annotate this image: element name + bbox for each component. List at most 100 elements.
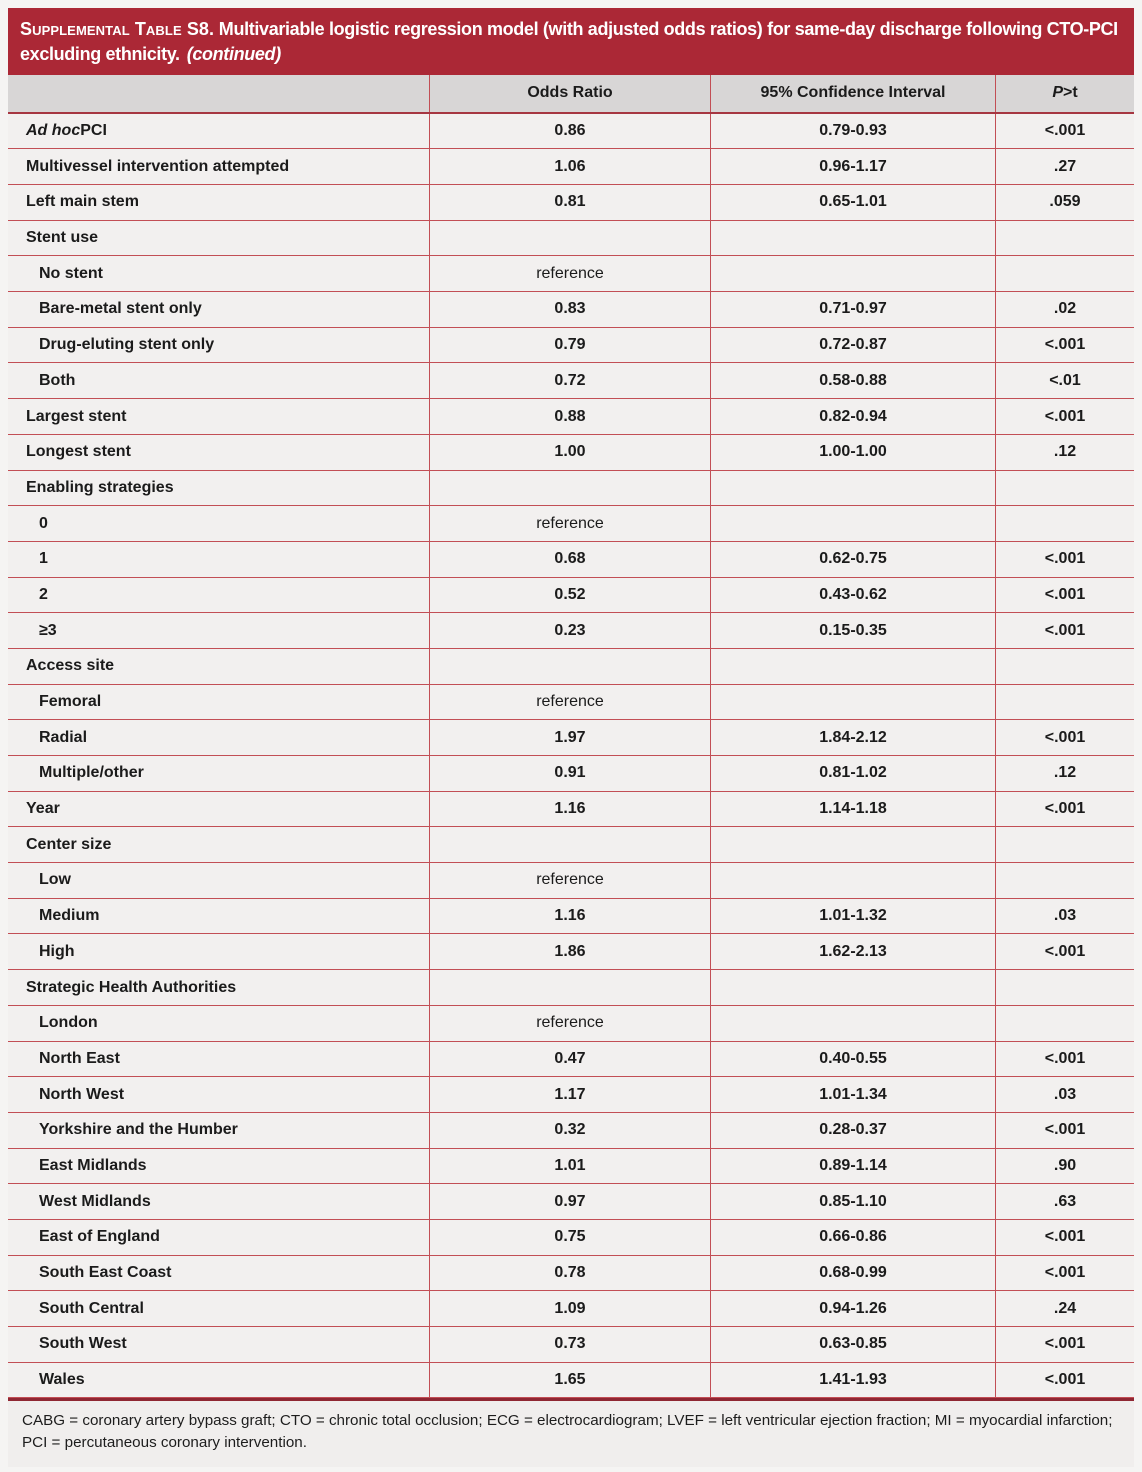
- cell-ci: [710, 1005, 995, 1041]
- cell-p: <.001: [995, 1327, 1134, 1362]
- table-title-bar: Supplemental Table S8. Multivariable log…: [8, 8, 1134, 75]
- row-label-text: Femoral: [39, 693, 102, 710]
- cell-p: <.001: [995, 613, 1134, 648]
- cell-p: [995, 220, 1134, 256]
- cell-ci: 1.01-1.32: [710, 898, 995, 934]
- row-label-text: Strategic Health Authorities: [26, 978, 237, 996]
- cell-odds-ratio: [429, 827, 710, 863]
- row-label-text: No stent: [39, 264, 103, 282]
- cell-ci: 1.62-2.13: [710, 934, 995, 970]
- cell-odds-ratio: 1.01: [429, 1148, 710, 1184]
- cell-p: [995, 256, 1134, 292]
- row-label: Enabling strategies: [8, 471, 429, 506]
- cell-odds-ratio: 0.78: [429, 1255, 710, 1291]
- cell-ci: 0.62-0.75: [710, 541, 995, 577]
- row-label-text: PCI: [80, 122, 107, 139]
- row-label-text: London: [39, 1014, 98, 1032]
- cell-ci: 0.96-1.17: [710, 149, 995, 185]
- cell-odds-ratio: reference: [429, 256, 710, 292]
- table-row: 0 reference: [8, 506, 1134, 542]
- row-label: Largest stent: [8, 399, 429, 434]
- cell-p: .27: [995, 149, 1134, 185]
- table-card: Supplemental Table S8. Multivariable log…: [8, 8, 1134, 1468]
- row-label-text: Both: [39, 371, 76, 389]
- cell-ci: 0.63-0.85: [710, 1327, 995, 1362]
- cell-p: <.001: [995, 791, 1134, 827]
- cell-odds-ratio: 1.86: [429, 934, 710, 970]
- cell-p: <.001: [995, 720, 1134, 756]
- row-label-text: 2: [39, 585, 48, 603]
- row-label-text: Low: [39, 871, 71, 889]
- row-label-text: Wales: [39, 1371, 85, 1389]
- cell-ci: [710, 684, 995, 720]
- row-label: Left main stem: [8, 185, 429, 220]
- cell-p: <.001: [995, 1362, 1134, 1398]
- row-label: Longest stent: [8, 435, 429, 470]
- cell-odds-ratio: 0.52: [429, 577, 710, 613]
- col-header-p-value: P >t: [995, 74, 1134, 112]
- row-label-text: Drug-eluting stent only: [39, 336, 215, 354]
- cell-p: <.001: [995, 327, 1134, 363]
- row-label-text: 1: [39, 550, 48, 568]
- cell-p: .02: [995, 292, 1134, 327]
- table-row: Largest stent 0.88 0.82-0.94 <.001: [8, 399, 1134, 435]
- cell-p: .90: [995, 1148, 1134, 1184]
- row-label-text: East Midlands: [39, 1156, 147, 1174]
- cell-odds-ratio: 1.00: [429, 434, 710, 470]
- cell-p: <.001: [995, 113, 1134, 149]
- cell-odds-ratio: 0.88: [429, 399, 710, 434]
- cell-ci: 0.85-1.10: [710, 1184, 995, 1219]
- table-row: Left main stem 0.81 0.65-1.01 .059: [8, 185, 1134, 221]
- row-label-text: South Central: [39, 1299, 144, 1317]
- cell-ci: 0.72-0.87: [710, 327, 995, 363]
- table-row: Ad hoc PCI 0.86 0.79-0.93 <.001: [8, 113, 1134, 150]
- cell-ci: [710, 970, 995, 1005]
- col-header-variable: [8, 75, 429, 112]
- row-label: Bare-metal stent only: [8, 292, 429, 327]
- table-row: Strategic Health Authorities: [8, 970, 1134, 1006]
- row-label: High: [8, 934, 429, 969]
- cell-ci: [710, 506, 995, 541]
- cell-odds-ratio: 0.79: [429, 327, 710, 363]
- cell-odds-ratio: 0.32: [429, 1112, 710, 1148]
- cell-odds-ratio: [429, 220, 710, 256]
- cell-p: .03: [995, 898, 1134, 934]
- table-row: London reference: [8, 1005, 1134, 1042]
- table-title-label: Supplemental Table S8.: [20, 19, 215, 39]
- row-label: East Midlands: [8, 1149, 429, 1184]
- cell-p: [995, 863, 1134, 898]
- row-label-text: Stent use: [26, 229, 99, 247]
- cell-ci: 0.68-0.99: [710, 1255, 995, 1291]
- cell-p: <.001: [995, 1219, 1134, 1255]
- table-row: Longest stent 1.00 1.00-1.00 .12: [8, 434, 1134, 471]
- table-row: Enabling strategies: [8, 470, 1134, 507]
- cell-odds-ratio: 0.97: [429, 1184, 710, 1219]
- cell-p: [995, 470, 1134, 506]
- table-row: South West 0.73 0.63-0.85 <.001: [8, 1327, 1134, 1363]
- row-label-text: Access site: [26, 657, 115, 675]
- table-row: Medium 1.16 1.01-1.32 .03: [8, 898, 1134, 935]
- row-label-text: Bare-metal stent only: [39, 300, 202, 318]
- cell-odds-ratio: 0.72: [429, 363, 710, 399]
- cell-ci: 1.00-1.00: [710, 434, 995, 470]
- table-row: North West 1.17 1.01-1.34 .03: [8, 1077, 1134, 1113]
- cell-ci: [710, 470, 995, 506]
- table-row: South East Coast 0.78 0.68-0.99 <.001: [8, 1255, 1134, 1292]
- table-row: Year 1.16 1.14-1.18 <.001: [8, 791, 1134, 828]
- table-row: Access site: [8, 648, 1134, 685]
- table-row: High 1.86 1.62-2.13 <.001: [8, 934, 1134, 971]
- row-label-text: High: [39, 942, 75, 960]
- cell-ci: [710, 220, 995, 256]
- row-label: North East: [8, 1042, 429, 1077]
- cell-odds-ratio: 1.09: [429, 1291, 710, 1327]
- row-label: Low: [8, 863, 429, 898]
- row-label-text: 0: [39, 514, 48, 532]
- row-label: Yorkshire and the Humber: [8, 1113, 429, 1148]
- table-row: No stent reference: [8, 256, 1134, 293]
- cell-ci: [710, 827, 995, 863]
- row-label: Drug-eluting stent only: [8, 328, 429, 363]
- row-label: Both: [8, 363, 429, 398]
- row-label-text: South West: [39, 1335, 127, 1353]
- row-label-text: Largest stent: [26, 407, 127, 425]
- table-row: South Central 1.09 0.94-1.26 .24: [8, 1291, 1134, 1328]
